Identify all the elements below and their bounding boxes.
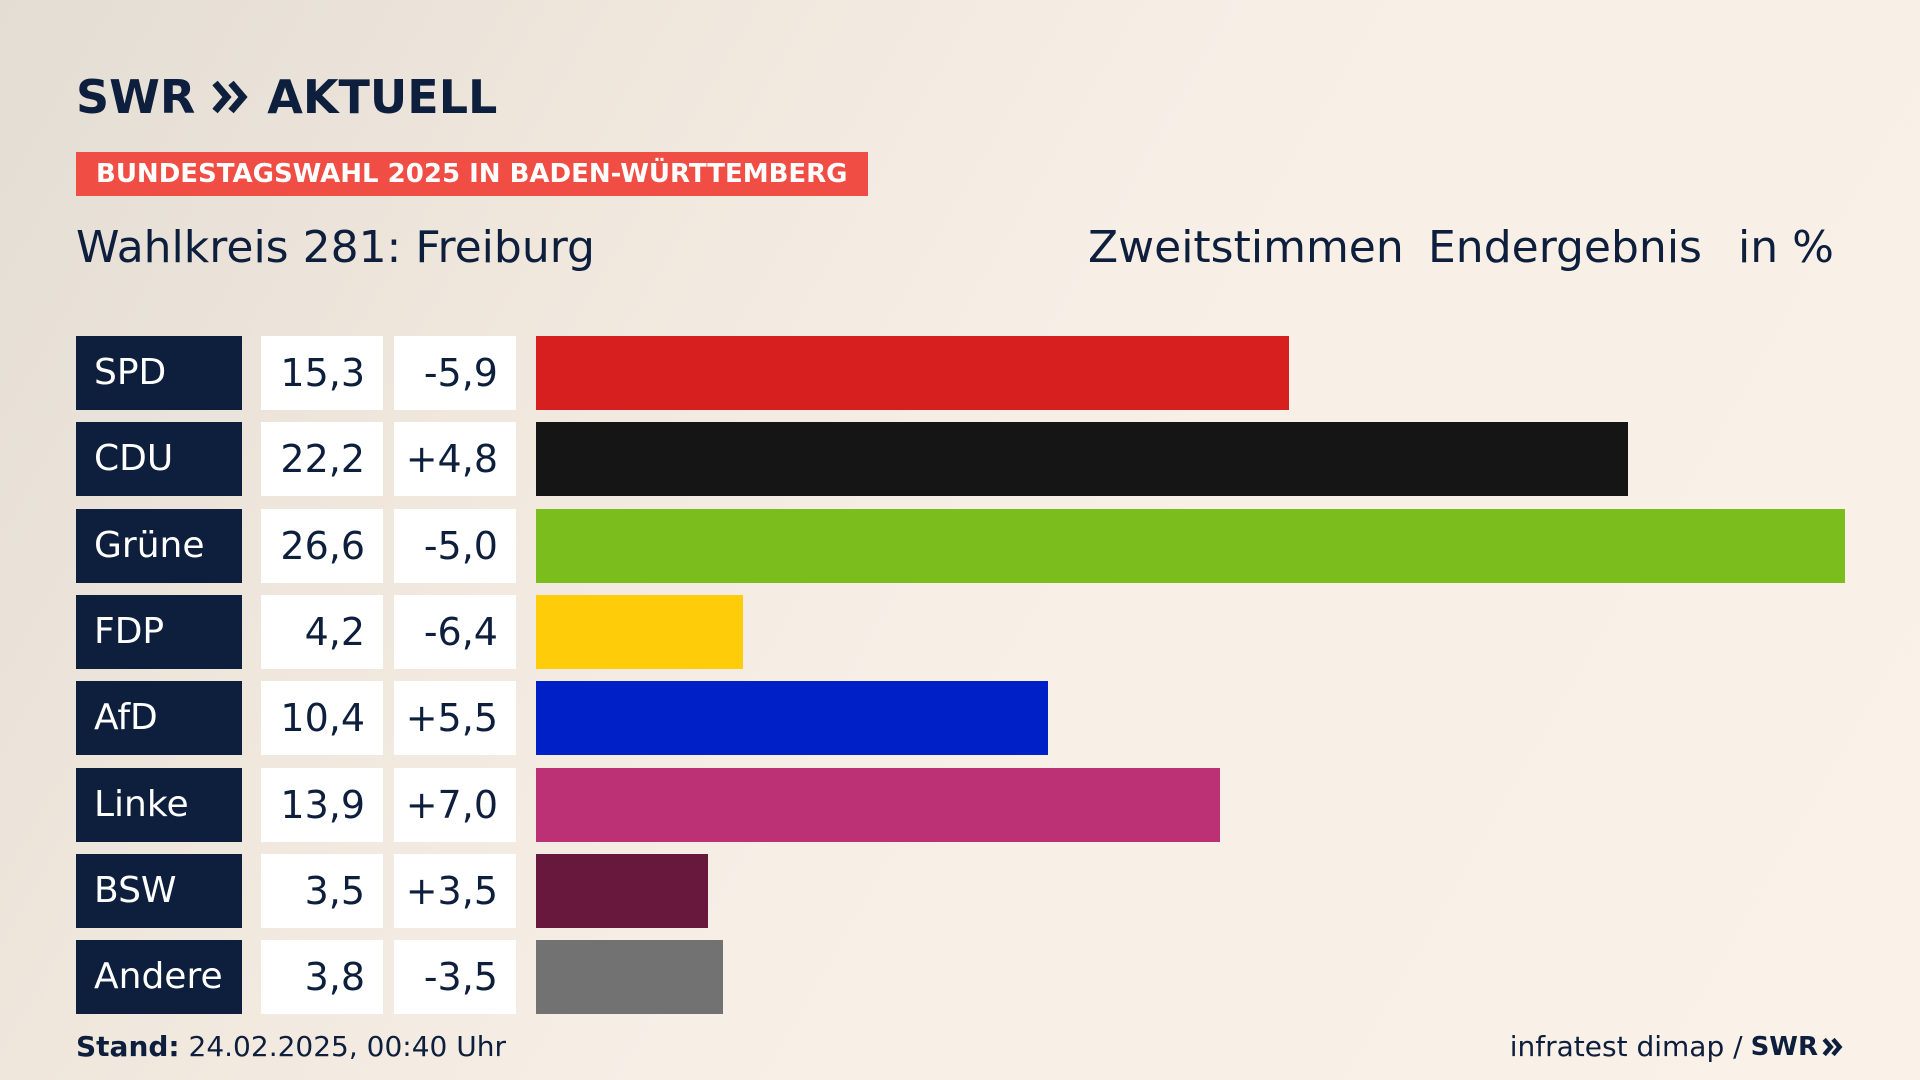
- party-label: AfD: [76, 681, 242, 756]
- party-label: Grüne: [76, 508, 242, 583]
- party-label: CDU: [76, 422, 242, 497]
- vote-share-label: 10,4: [261, 681, 383, 756]
- unit-label: in %: [1738, 222, 1834, 273]
- change-label: -5,0: [394, 508, 516, 583]
- swr-aktuell-logo: SWR AKTUELL: [76, 70, 497, 124]
- change-label: -6,4: [394, 594, 516, 669]
- vote-share-label: 13,9: [261, 767, 383, 842]
- change-label: +5,5: [394, 681, 516, 756]
- result-bar: [536, 594, 743, 669]
- election-banner: BUNDESTAGSWAHL 2025 IN BADEN-WÜRTTEMBERG: [76, 152, 868, 196]
- logo-swr-text: SWR: [76, 70, 196, 124]
- party-label: Andere: [76, 940, 242, 1015]
- double-chevron-small-icon: [1822, 1037, 1843, 1056]
- vote-share-label: 22,2: [261, 422, 383, 497]
- change-label: +3,5: [394, 853, 516, 928]
- change-label: +4,8: [394, 422, 516, 497]
- vote-share-label: 3,5: [261, 853, 383, 928]
- logo-aktuell-text: AKTUELL: [267, 70, 498, 124]
- change-label: +7,0: [394, 767, 516, 842]
- result-bar: [536, 853, 709, 928]
- vote-share-label: 3,8: [261, 940, 383, 1015]
- source-credit: infratest dimap / SWR: [1510, 1030, 1844, 1063]
- result-status-label: Endergebnis: [1428, 222, 1702, 273]
- swr-mini-logo: SWR: [1751, 1032, 1844, 1062]
- vote-share-label: 4,2: [261, 594, 383, 669]
- vote-share-label: 15,3: [261, 336, 383, 410]
- change-label: -5,9: [394, 336, 516, 410]
- result-bar: [536, 767, 1221, 842]
- district-title: Wahlkreis 281: Freiburg: [76, 222, 595, 273]
- stand-value: 24.02.2025, 00:40 Uhr: [188, 1030, 506, 1063]
- double-chevron-icon: [212, 80, 248, 114]
- timestamp: Stand: 24.02.2025, 00:40 Uhr: [76, 1030, 506, 1063]
- party-label: SPD: [76, 336, 242, 410]
- party-label: FDP: [76, 594, 242, 669]
- result-bar: [536, 422, 1629, 497]
- result-bar: [536, 940, 723, 1015]
- party-label: Linke: [76, 767, 242, 842]
- change-label: -3,5: [394, 940, 516, 1015]
- vote-type-label: Zweitstimmen: [1088, 222, 1404, 273]
- source-brand-text: SWR: [1750, 1031, 1818, 1062]
- party-label: BSW: [76, 853, 242, 928]
- result-bar: [536, 336, 1289, 410]
- source-text: infratest dimap /: [1509, 1030, 1743, 1063]
- result-bar: [536, 508, 1845, 583]
- result-bar: [536, 681, 1048, 756]
- stand-label: Stand:: [76, 1030, 180, 1063]
- vote-share-label: 26,6: [261, 508, 383, 583]
